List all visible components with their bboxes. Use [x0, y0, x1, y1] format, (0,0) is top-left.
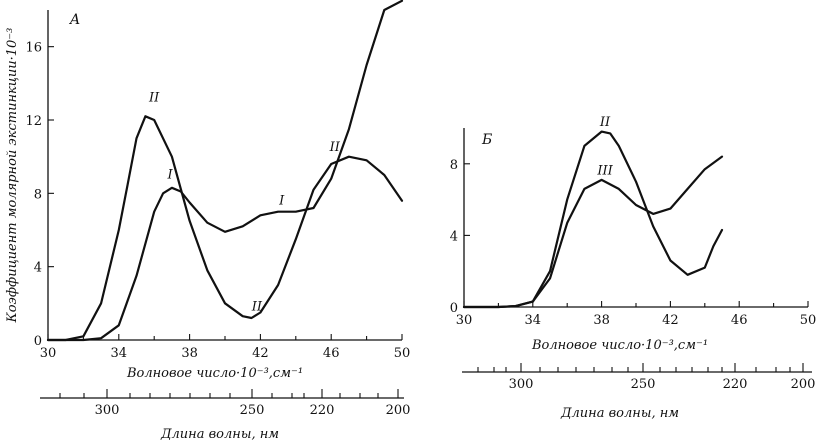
- x-tick-label: 46: [731, 313, 748, 328]
- wavelength-tick-label: 250: [240, 403, 265, 418]
- x-tick-label: 38: [593, 313, 610, 328]
- y-tick-label: 0: [34, 334, 42, 349]
- x-tick-label: 50: [394, 346, 411, 361]
- wavelength-tick-label: 300: [95, 403, 120, 418]
- curve-label: I: [278, 193, 285, 208]
- x-tick-label: 30: [456, 313, 473, 328]
- y-tick-label: 8: [34, 187, 42, 202]
- x-axis-title: Волновое число·10⁻³,см⁻¹: [531, 338, 708, 353]
- curve-label: III: [596, 164, 613, 179]
- y-tick-label: 8: [450, 158, 458, 173]
- y-tick-label: 4: [450, 229, 458, 244]
- x-tick-label: 34: [111, 346, 128, 361]
- y-tick-label: 16: [25, 41, 42, 56]
- wavelength-axis-title: Длина волны, нм: [160, 427, 279, 442]
- wavelength-tick-label: 250: [631, 377, 656, 392]
- wavelength-tick-label: 220: [310, 403, 335, 418]
- x-tick-label: 42: [662, 313, 679, 328]
- curve-label: II: [599, 115, 611, 130]
- y-tick-label: 12: [25, 114, 42, 129]
- x-tick-label: 42: [252, 346, 269, 361]
- x-tick-label: 46: [323, 346, 340, 361]
- y-tick-label: 4: [34, 261, 42, 276]
- curve-label: II: [251, 300, 263, 315]
- wavelength-tick-label: 220: [723, 377, 748, 392]
- wavelength-tick-label: 200: [791, 377, 816, 392]
- curve-iii: [462, 155, 724, 309]
- curve-label: II: [329, 140, 341, 155]
- x-tick-label: 34: [525, 313, 542, 328]
- curve-label: I: [167, 168, 174, 183]
- curve-label: II: [148, 91, 160, 106]
- y-tick-label: 0: [450, 301, 458, 316]
- wavelength-tick-label: 300: [509, 377, 534, 392]
- y-axis-title: Коэффициент молярной экстинкции·10⁻³: [5, 28, 20, 324]
- x-tick-label: 30: [40, 346, 57, 361]
- x-tick-label: 50: [800, 313, 817, 328]
- curve-i: [46, 0, 404, 342]
- wavelength-axis-title: Длина волны, нм: [560, 406, 679, 421]
- panel-letter: Б: [481, 132, 492, 148]
- curve-ii: [462, 130, 724, 309]
- x-axis-title: Волновое число·10⁻³,см⁻¹: [126, 366, 303, 381]
- panel-letter: A: [68, 12, 80, 28]
- x-tick-label: 38: [181, 346, 198, 361]
- curve-ii: [46, 115, 404, 342]
- wavelength-tick-label: 200: [386, 403, 411, 418]
